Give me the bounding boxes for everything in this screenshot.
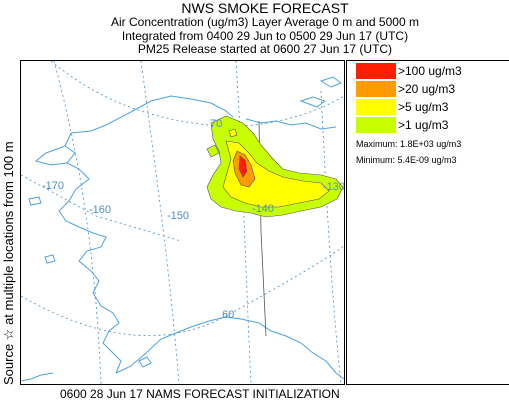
forecast-initialization: 0600 28 Jun 17 NAMS FORECAST INITIALIZAT… bbox=[60, 387, 340, 401]
plume-fragment bbox=[206, 144, 220, 158]
legend-item: >20 ug/m3 bbox=[356, 81, 506, 97]
meridian-160 bbox=[53, 61, 102, 384]
meridian-140 bbox=[235, 61, 252, 384]
kodiak-island bbox=[138, 356, 152, 368]
subtitle-release: PM25 Release started at 0600 27 Jun 17 (… bbox=[137, 42, 393, 56]
subtitle-integration: Integrated from 0400 29 Jun to 0500 29 J… bbox=[121, 29, 409, 43]
legend-swatch bbox=[356, 117, 396, 133]
plume-contour-100 bbox=[238, 155, 248, 178]
map-panel: -170 -160 -150 -140 -130 70 60 bbox=[20, 60, 345, 385]
lon-label: -130 bbox=[323, 181, 344, 193]
parallel-60 bbox=[21, 245, 344, 336]
alaska-west-coast bbox=[58, 132, 122, 374]
legend-swatch bbox=[356, 63, 396, 79]
legend-item: >5 ug/m3 bbox=[356, 99, 506, 115]
meridian-150 bbox=[140, 61, 180, 384]
legend-label: >1 ug/m3 bbox=[398, 118, 449, 132]
lon-label: -140 bbox=[252, 203, 274, 215]
source-label-text: Source ☆ at multiple locations from 100 … bbox=[1, 141, 16, 385]
lat-label: 60 bbox=[222, 309, 234, 321]
canada-arctic-coast bbox=[245, 118, 337, 130]
legend-label: >20 ug/m3 bbox=[398, 82, 456, 96]
arctic-islands bbox=[299, 76, 343, 108]
minimum-value: Minimum: 5.4E-09 ug/m3 bbox=[356, 155, 457, 165]
parallel-70 bbox=[50, 61, 344, 127]
source-label: Source ☆ at multiple locations from 100 … bbox=[0, 55, 20, 385]
maximum-value: Maximum: 1.8E+03 ug/m3 bbox=[356, 139, 462, 149]
lon-label: -170 bbox=[42, 180, 64, 192]
lon-label: -160 bbox=[89, 204, 111, 216]
chart-title: NWS SMOKE FORECAST bbox=[181, 0, 349, 16]
legend-label: >100 ug/m3 bbox=[398, 64, 462, 78]
alaska-north-coast bbox=[70, 95, 234, 134]
st-lawrence-island bbox=[28, 196, 42, 206]
meridian-130 bbox=[320, 90, 342, 384]
alaska-south-coast bbox=[115, 316, 344, 380]
seward-peninsula bbox=[34, 145, 68, 166]
smoke-plume bbox=[206, 115, 344, 218]
lon-label: -150 bbox=[167, 210, 189, 222]
aleutian-islands bbox=[21, 372, 54, 382]
grid-labels: -170 -160 -150 -140 -130 70 60 bbox=[42, 118, 344, 321]
nunivak-island bbox=[44, 254, 56, 264]
subtitle-concentration: Air Concentration (ug/m3) Layer Average … bbox=[111, 15, 419, 29]
plume-contour-5 bbox=[222, 140, 330, 208]
map-svg: -170 -160 -150 -140 -130 70 60 bbox=[21, 61, 344, 384]
lat-label: 70 bbox=[210, 118, 222, 130]
legend-label: >5 ug/m3 bbox=[398, 100, 449, 114]
legend-swatch bbox=[356, 99, 396, 115]
legend-item: >1 ug/m3 bbox=[356, 117, 506, 133]
legend: >100 ug/m3 >20 ug/m3 >5 ug/m3 >1 ug/m3 M… bbox=[346, 60, 509, 385]
plume-fragment bbox=[228, 128, 238, 138]
legend-swatch bbox=[356, 81, 396, 97]
coastline bbox=[21, 76, 344, 382]
legend-item: >100 ug/m3 bbox=[356, 63, 506, 79]
meridian-170 bbox=[21, 174, 182, 242]
